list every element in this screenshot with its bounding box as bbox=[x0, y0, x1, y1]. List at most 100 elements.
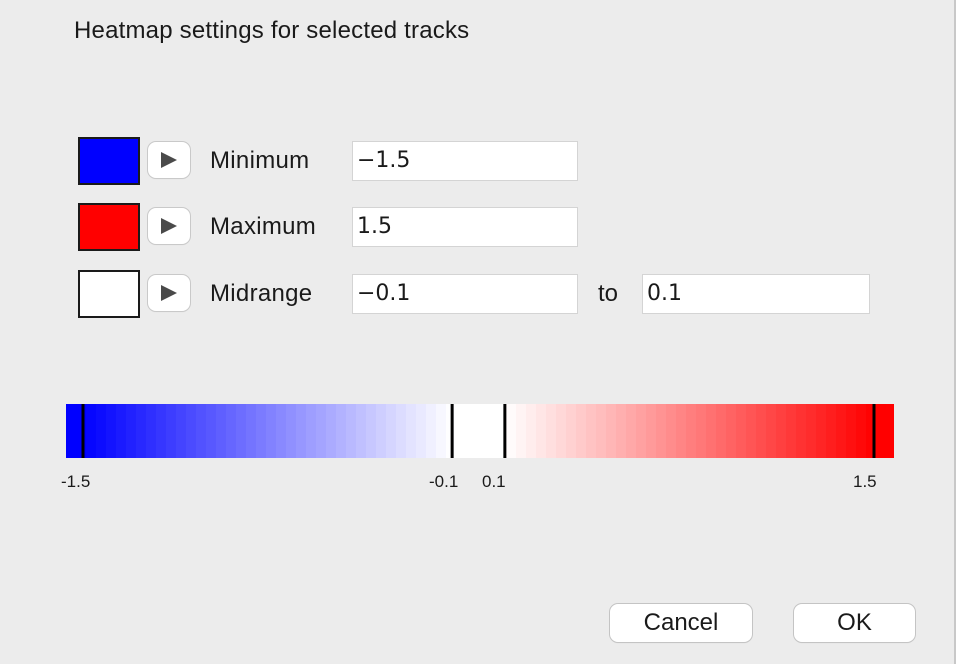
colorbar-segment bbox=[716, 404, 727, 458]
colorbar-segment bbox=[526, 404, 537, 458]
colorbar-segment bbox=[706, 404, 717, 458]
colorbar-segment bbox=[736, 404, 747, 458]
colorbar-segment bbox=[106, 404, 117, 458]
colorbar-segment bbox=[796, 404, 807, 458]
colorbar-segment bbox=[266, 404, 277, 458]
colorbar-segment bbox=[856, 404, 867, 458]
midrange-to-label: to bbox=[598, 280, 619, 307]
maximum-color-swatch[interactable] bbox=[78, 203, 140, 251]
colorbar-segment bbox=[726, 404, 737, 458]
colorbar-segment bbox=[276, 404, 287, 458]
colorbar-segment bbox=[66, 404, 77, 458]
colorbar-segment bbox=[876, 404, 887, 458]
midrange-label: Midrange bbox=[210, 280, 313, 307]
colorbar-segment bbox=[886, 404, 894, 458]
colorbar-segment bbox=[596, 404, 607, 458]
window-edge bbox=[954, 0, 956, 664]
dialog-title: Heatmap settings for selected tracks bbox=[74, 17, 470, 44]
colorbar-segment bbox=[156, 404, 167, 458]
colorbar-segment bbox=[286, 404, 297, 458]
colorbar-segment bbox=[536, 404, 547, 458]
colorbar-segment bbox=[636, 404, 647, 458]
colorbar-segment bbox=[496, 404, 507, 458]
colorbar-segment bbox=[356, 404, 367, 458]
minimum-label: Minimum bbox=[210, 147, 310, 174]
colorbar-segment bbox=[586, 404, 597, 458]
minimum-color-picker-button[interactable] bbox=[148, 142, 190, 178]
colorbar-mid-low-label: -0.1 bbox=[429, 472, 459, 491]
maximum-label: Maximum bbox=[210, 213, 317, 240]
colorbar-segment bbox=[756, 404, 767, 458]
colorbar-segment bbox=[816, 404, 827, 458]
colorbar-segment bbox=[686, 404, 697, 458]
colorbar-segment bbox=[846, 404, 857, 458]
colorbar-segment bbox=[546, 404, 557, 458]
colorbar-mid-high-marker bbox=[503, 404, 507, 458]
colorbar-segment bbox=[296, 404, 307, 458]
colorbar-segment bbox=[336, 404, 347, 458]
colorbar-graphic bbox=[66, 404, 894, 458]
colorbar-segment bbox=[826, 404, 837, 458]
colorbar-segment bbox=[76, 404, 87, 458]
colorbar-segment bbox=[486, 404, 497, 458]
midrange-to-input[interactable]: 0.1 bbox=[642, 274, 870, 314]
maximum-color-picker-button[interactable] bbox=[148, 208, 190, 244]
colorbar-segment bbox=[556, 404, 567, 458]
colorbar-segment bbox=[316, 404, 327, 458]
colorbar-segment bbox=[306, 404, 317, 458]
midrange-color-picker-button[interactable] bbox=[148, 275, 190, 311]
colorbar-segment bbox=[376, 404, 387, 458]
colorbar-segment bbox=[166, 404, 177, 458]
cancel-button[interactable]: Cancel bbox=[610, 604, 752, 642]
colorbar-segment bbox=[666, 404, 677, 458]
colorbar-segment bbox=[516, 404, 527, 458]
colorbar-max-label: 1.5 bbox=[853, 472, 877, 491]
colorbar-segment bbox=[576, 404, 587, 458]
colorbar-segment bbox=[256, 404, 267, 458]
colorbar-segment bbox=[326, 404, 337, 458]
colorbar-max-marker bbox=[872, 404, 876, 458]
colorbar-segment bbox=[226, 404, 237, 458]
colorbar-segment bbox=[606, 404, 617, 458]
colorbar-segment bbox=[566, 404, 577, 458]
midrange-color-swatch[interactable] bbox=[78, 270, 140, 318]
colorbar-min-marker bbox=[81, 404, 85, 458]
colorbar-segment bbox=[626, 404, 637, 458]
colorbar-segment bbox=[506, 404, 517, 458]
colorbar-segment bbox=[786, 404, 797, 458]
colorbar-segment bbox=[406, 404, 417, 458]
maximum-row: Maximum 1.5 bbox=[78, 203, 598, 253]
colorbar-segment bbox=[646, 404, 657, 458]
colorbar-segment bbox=[616, 404, 627, 458]
colorbar-segment bbox=[676, 404, 687, 458]
colorbar-segment bbox=[436, 404, 447, 458]
colorbar-segment bbox=[656, 404, 667, 458]
minimum-input[interactable]: −1.5 bbox=[352, 141, 578, 181]
ok-button[interactable]: OK bbox=[794, 604, 915, 642]
colorbar-segment bbox=[746, 404, 757, 458]
colorbar-segment bbox=[206, 404, 217, 458]
colorbar-segment bbox=[386, 404, 397, 458]
heatmap-colorbar bbox=[66, 404, 894, 458]
colorbar-segment bbox=[366, 404, 377, 458]
colorbar-segment bbox=[116, 404, 127, 458]
minimum-color-swatch[interactable] bbox=[78, 137, 140, 185]
colorbar-segment bbox=[136, 404, 147, 458]
colorbar-segment bbox=[456, 404, 467, 458]
colorbar-segment bbox=[96, 404, 107, 458]
colorbar-segment bbox=[806, 404, 817, 458]
colorbar-segment bbox=[866, 404, 877, 458]
maximum-input[interactable]: 1.5 bbox=[352, 207, 578, 247]
colorbar-segment bbox=[836, 404, 847, 458]
colorbar-segment bbox=[766, 404, 777, 458]
colorbar-segment bbox=[146, 404, 157, 458]
colorbar-segment bbox=[126, 404, 137, 458]
colorbar-segment bbox=[776, 404, 787, 458]
colorbar-segment bbox=[216, 404, 227, 458]
colorbar-segment bbox=[196, 404, 207, 458]
colorbar-segment bbox=[426, 404, 437, 458]
colorbar-segment bbox=[466, 404, 477, 458]
midrange-from-input[interactable]: −0.1 bbox=[352, 274, 578, 314]
minimum-row: Minimum −1.5 bbox=[78, 137, 598, 187]
colorbar-segment bbox=[246, 404, 257, 458]
